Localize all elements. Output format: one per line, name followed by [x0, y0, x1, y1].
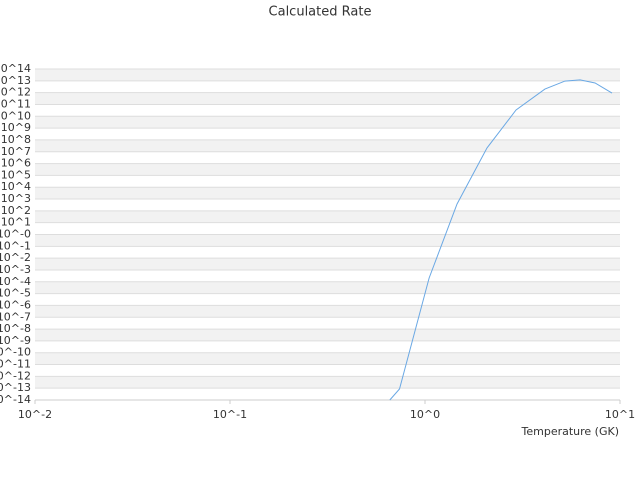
x-tick-label: 10^0	[410, 408, 440, 421]
y-tick-label: 10^7	[1, 145, 31, 158]
y-tick-label: 10^3	[1, 192, 31, 205]
grid-band	[35, 329, 620, 341]
y-tick-label: 10^-5	[0, 287, 31, 300]
grid-band	[35, 305, 620, 318]
grid-band	[35, 234, 620, 247]
y-tick-label: 10^-11	[0, 358, 31, 371]
grid-band	[35, 210, 620, 223]
y-tick-label: 10^11	[0, 97, 31, 110]
grid-band	[35, 116, 620, 129]
grid-band	[35, 92, 620, 105]
y-tick-label: 10^-8	[0, 322, 31, 335]
y-tick-label: 10^-7	[0, 310, 31, 323]
y-tick-label: 10^-14	[0, 393, 31, 406]
y-tick-label: 10^2	[1, 204, 31, 217]
grid-band	[35, 163, 620, 176]
y-tick-label: 10^4	[1, 180, 31, 193]
grid-band	[35, 69, 620, 81]
y-tick-label: 10^-1	[0, 239, 31, 252]
y-tick-label: 10^-13	[0, 381, 31, 394]
y-tick-label: 10^13	[0, 74, 31, 87]
grid-band	[35, 139, 620, 152]
y-tick-label: 10^-12	[0, 369, 31, 382]
y-tick-label: 10^-2	[0, 251, 31, 264]
x-tick-label: 10^1	[605, 408, 635, 421]
y-tick-label: 10^1	[1, 216, 31, 229]
y-tick-label: 10^14	[0, 62, 31, 75]
y-tick-label: 10^6	[1, 157, 31, 170]
grid-band	[35, 376, 620, 389]
y-tick-label: 10^5	[1, 168, 31, 181]
y-tick-label: 10^9	[1, 121, 31, 134]
y-tick-label: 10^8	[1, 133, 31, 146]
y-tick-label: 10^-10	[0, 346, 31, 359]
grid-band	[35, 258, 620, 270]
y-tick-label: 10^10	[0, 109, 31, 122]
y-tick-label: 10^-3	[0, 263, 31, 276]
chart-title: Calculated Rate	[269, 5, 372, 20]
x-axis-label: Temperature (GK)	[521, 425, 620, 438]
y-tick-label: 10^-4	[0, 275, 31, 288]
grid-band	[35, 281, 620, 294]
x-tick-label: 10^-1	[213, 408, 247, 421]
y-tick-label: 10^-0	[0, 228, 31, 241]
grid-band	[35, 352, 620, 365]
grid-band	[35, 187, 620, 200]
y-tick-label: 10^12	[0, 86, 31, 99]
y-tick-label: 10^-6	[0, 298, 31, 311]
y-tick-label: 10^-9	[0, 334, 31, 347]
x-tick-label: 10^-2	[18, 408, 52, 421]
series-line	[389, 79, 613, 401]
